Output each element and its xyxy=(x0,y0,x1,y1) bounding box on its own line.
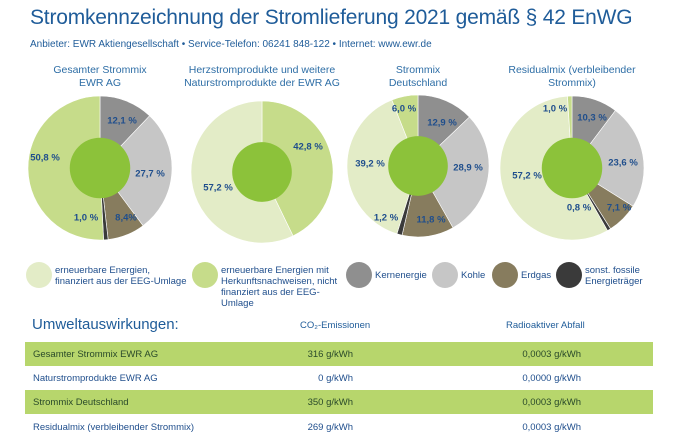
table-row: Gesamter Strommix EWR AG 316 g/kWh 0,000… xyxy=(25,342,653,366)
legend-swatch xyxy=(492,262,518,288)
row-name: Naturstromprodukte EWR AG xyxy=(33,373,158,384)
legend-label: erneuerbare Energien, finanziert aus der… xyxy=(55,265,187,287)
pie-charts: 12,1 % 27,7 % 8,4% 1,0 % 50,8 % 42,8 % 57,2 % 1… xyxy=(27,94,645,244)
chart-title-gesamt: Gesamter Strommix EWR AG xyxy=(53,64,147,89)
pie-label: 1,0 % xyxy=(74,213,99,224)
row-waste: 0,0003 g/kWh xyxy=(522,397,581,408)
pie-slice-kohle xyxy=(571,110,645,207)
chart-title-deutschland: Strommix Deutschland xyxy=(388,64,448,89)
legend-label: Kernenergie xyxy=(375,270,427,281)
pie-center xyxy=(69,137,131,199)
page-title: Stromkennzeichnung der Stromlieferung 20… xyxy=(30,6,633,29)
pie-label: 7,1 % xyxy=(607,203,632,214)
pie-slice-ee_eeg xyxy=(346,99,419,235)
environment-title: Umweltauswirkungen: xyxy=(32,316,179,333)
pie-label: 42,8 % xyxy=(293,142,323,153)
pie-label: 12,9 % xyxy=(427,118,457,129)
legend-kohle: Kohle xyxy=(432,262,486,288)
pie-slice-ee_hkn xyxy=(27,95,104,241)
table-row: Strommix Deutschland 350 g/kWh 0,0003 g/… xyxy=(25,390,653,414)
legend-swatch xyxy=(432,262,458,288)
pie-slice-kohle xyxy=(417,116,490,229)
legend-fossil: sonst. fossile Energieträger xyxy=(556,262,656,288)
pie-center xyxy=(541,137,603,199)
pie-label: 57,2 % xyxy=(512,171,542,182)
pie-label: 11,8 % xyxy=(416,215,446,226)
provider-info: Anbieter: EWR Aktiengesellschaft • Servi… xyxy=(30,39,432,50)
row-co2: 350 g/kWh xyxy=(307,397,353,408)
chart-title-residual: Residualmix (verbleibender Strommix) xyxy=(508,64,636,89)
legend-swatch xyxy=(346,262,372,288)
row-co2: 0 g/kWh xyxy=(318,373,353,384)
legend-ee-hkn: erneuerbare Energien mit Herkunftsnachwe… xyxy=(192,262,342,309)
pie-label: 12,1 % xyxy=(107,116,137,127)
pie-label: 8,4% xyxy=(115,213,137,224)
legend-swatch xyxy=(26,262,52,288)
pie-label: 57,2 % xyxy=(203,183,233,194)
row-waste: 0,0003 g/kWh xyxy=(522,422,581,433)
legend-swatch xyxy=(192,262,218,288)
pie-slice-kohle xyxy=(99,115,173,227)
legend-label: sonst. fossile Energieträger xyxy=(585,265,643,287)
pie-label: 39,2 % xyxy=(355,159,385,170)
row-co2: 269 g/kWh xyxy=(307,422,353,433)
legend-ee-eeg: erneuerbare Energien, finanziert aus der… xyxy=(26,262,189,288)
row-waste: 0,0003 g/kWh xyxy=(522,349,581,360)
legend-kern: Kernenergie xyxy=(346,262,427,288)
pie-center xyxy=(388,136,448,196)
row-name: Residualmix (verbleibender Strommix) xyxy=(33,422,195,433)
table-row: Naturstromprodukte EWR AG 0 g/kWh 0,0000… xyxy=(25,366,653,390)
chart-title-naturstrom: Herzstromprodukte und weitere Naturstrom… xyxy=(184,64,340,89)
column-header-waste: Radioaktiver Abfall xyxy=(506,320,585,331)
pie-label: 6,0 % xyxy=(392,104,417,115)
legend-label: erneuerbare Energien mit Herkunftsnachwe… xyxy=(221,265,338,309)
pie-label: 10,3 % xyxy=(577,113,607,124)
legend-erdgas: Erdgas xyxy=(492,262,552,288)
legend-label: Erdgas xyxy=(521,270,552,281)
pie-label: 1,2 % xyxy=(374,213,399,224)
row-waste: 0,0000 g/kWh xyxy=(522,373,581,384)
column-header-co2: CO₂-Emissionen xyxy=(300,320,371,331)
row-co2: 316 g/kWh xyxy=(307,349,353,360)
pie-center xyxy=(232,142,292,202)
row-name: Gesamter Strommix EWR AG xyxy=(33,349,159,360)
legend-label: Kohle xyxy=(461,270,486,281)
row-name: Strommix Deutschland xyxy=(33,397,129,408)
table-row: Residualmix (verbleibender Strommix) 269… xyxy=(25,415,653,439)
pie-label: 0,8 % xyxy=(567,203,592,214)
pie-label: 50,8 % xyxy=(30,153,60,164)
pie-label: 27,7 % xyxy=(135,169,165,180)
pie-slice-ee_hkn xyxy=(261,100,334,237)
pie-label: 1,0 % xyxy=(543,104,568,115)
pie-label: 23,6 % xyxy=(608,158,638,169)
legend-swatch xyxy=(556,262,582,288)
pie-label: 28,9 % xyxy=(453,163,483,174)
